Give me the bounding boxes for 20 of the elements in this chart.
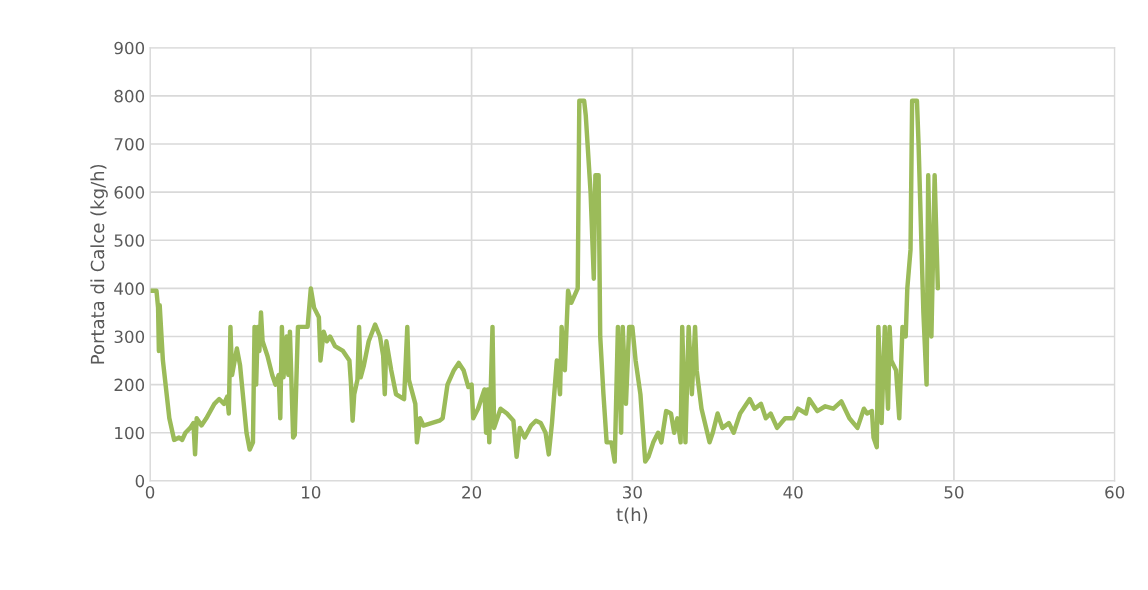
- y-tick-label: 200: [114, 378, 145, 392]
- line-series: [150, 98, 941, 464]
- x-tick-label: 50: [944, 486, 964, 499]
- y-tick-label: 600: [114, 186, 145, 199]
- y-tick-label: 900: [114, 41, 145, 55]
- x-tick-label: 0: [145, 486, 155, 499]
- y-axis-title: Portata di Calce (kg/h): [90, 164, 108, 364]
- x-tick-label: 30: [623, 486, 642, 499]
- y-tick-label: 100: [115, 426, 145, 440]
- y-tick-label: 800: [114, 89, 145, 103]
- x-tick-label: 20: [462, 486, 482, 499]
- x-axis-title: t(h): [616, 507, 648, 524]
- x-tick-label: 40: [783, 486, 803, 499]
- y-tick-label: 500: [114, 234, 145, 247]
- x-tick-label: 60: [1105, 486, 1125, 499]
- y-tick-label: 400: [114, 282, 145, 295]
- y-tick-label: 300: [114, 330, 145, 344]
- y-tick-label: 700: [114, 137, 145, 151]
- y-tick-label: 0: [135, 474, 145, 488]
- x-tick-label: 10: [302, 486, 321, 499]
